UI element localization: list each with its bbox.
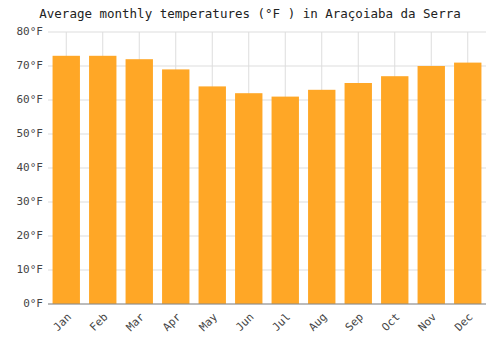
- bar: [454, 63, 481, 304]
- bar: [418, 66, 445, 304]
- bar: [308, 90, 335, 304]
- y-tick-label: 60°F: [17, 93, 44, 106]
- y-tick-label: 70°F: [17, 59, 44, 72]
- x-tick-label: Aug: [306, 311, 329, 334]
- x-tick-label: Jul: [270, 311, 293, 334]
- bar: [272, 97, 299, 304]
- x-axis: Jan Feb Mar Apr May Jun Jul Aug Sep Oct Nov Dec: [48, 304, 486, 334]
- bar: [89, 56, 116, 304]
- y-tick-label: 0°F: [23, 297, 43, 310]
- x-tick-label: Dec: [452, 311, 475, 334]
- x-tick-label: Jun: [233, 311, 256, 334]
- x-tick-label: Nov: [416, 310, 440, 334]
- y-tick-label: 30°F: [17, 195, 44, 208]
- x-tick-label: Oct: [379, 311, 402, 334]
- chart-title: Average monthly temperatures (°F ) in Ar…: [39, 6, 460, 21]
- x-tick-label: Apr: [160, 310, 184, 334]
- bar: [199, 86, 226, 304]
- bar: [381, 76, 408, 304]
- x-axis-line: [48, 304, 486, 305]
- y-tick-label: 50°F: [17, 127, 44, 140]
- bars: [53, 56, 482, 304]
- x-tick-label: May: [197, 310, 221, 334]
- y-tick-label: 80°F: [17, 25, 44, 38]
- x-tick-label: Sep: [343, 311, 366, 334]
- bar: [126, 59, 153, 304]
- y-axis: 0°F 10°F 20°F 30°F 40°F 50°F 60°F 70°F 80°F: [17, 25, 44, 310]
- bar: [53, 56, 80, 304]
- bar: [235, 93, 262, 304]
- chart-svg: 0°F 10°F 20°F 30°F 40°F 50°F 60°F 70°F 80°F Jan Fe…: [0, 0, 500, 350]
- grid: [48, 32, 486, 304]
- bar: [345, 83, 372, 304]
- x-tick-label: Feb: [87, 311, 110, 334]
- y-grid-line: [48, 32, 486, 33]
- y-tick-label: 10°F: [17, 263, 44, 276]
- y-tick-label: 20°F: [17, 229, 44, 242]
- bar: [162, 69, 189, 304]
- y-tick-label: 40°F: [17, 161, 44, 174]
- x-tick-label: Mar: [124, 310, 148, 334]
- x-tick-label: Jan: [51, 311, 74, 334]
- chart-container: 0°F 10°F 20°F 30°F 40°F 50°F 60°F 70°F 80°F Jan Fe…: [0, 0, 500, 350]
- y-grid-line: [48, 304, 486, 305]
